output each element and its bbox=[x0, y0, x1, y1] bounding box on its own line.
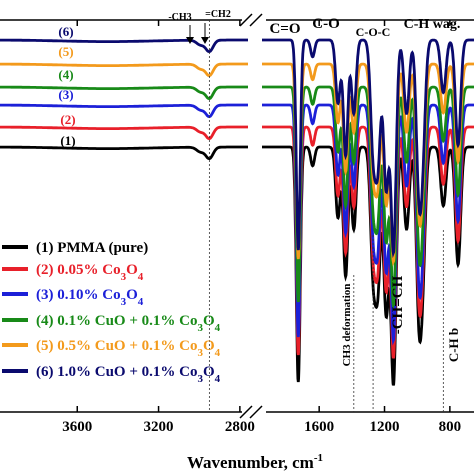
curve-tag-5: (5) bbox=[58, 44, 73, 59]
axis-break-mark bbox=[239, 405, 253, 419]
series-3-left-line bbox=[0, 103, 248, 119]
peak-annotations: -CH3 =CH2 C=O C-O C-O-C C-H wag. CH3 deformati… bbox=[168, 9, 461, 412]
annotation-ch-ch: -CH=CH bbox=[390, 275, 406, 334]
curve-tags: (1) (2) (3) (4) (5) (6) bbox=[58, 24, 75, 148]
axis-break-mark bbox=[249, 13, 263, 27]
arrowhead-ch3 bbox=[186, 37, 194, 44]
legend-label-4: (4) 0.1% CuO + 0.1% Co3O4 bbox=[36, 313, 221, 334]
x-tick-label: 1600 bbox=[304, 419, 334, 435]
spectra-curves bbox=[0, 38, 474, 386]
annotation-c-o-double: C=O bbox=[269, 21, 300, 37]
x-tick-label: 800 bbox=[439, 419, 462, 435]
annotation-c-o-c: C-O-C bbox=[356, 25, 391, 39]
series-6-right-line bbox=[262, 38, 474, 259]
curve-tag-4: (4) bbox=[58, 67, 73, 82]
annotation-ch3-deformation: CH3 deformation bbox=[341, 284, 353, 367]
x-tick-label: 3600 bbox=[62, 419, 92, 435]
legend-label-6: (6) 1.0% CuO + 0.1% Co3O4 bbox=[36, 364, 221, 385]
legend-label-5: (5) 0.5% CuO + 0.1% Co3O4 bbox=[36, 338, 221, 359]
legend-label-2: (2) 0.05% Co3O4 bbox=[36, 262, 144, 283]
annotation-c-o-single: C-O bbox=[312, 16, 340, 32]
axis-break-mark bbox=[249, 405, 263, 419]
x-tick-label: 3200 bbox=[144, 419, 174, 435]
annotation-ch-wag: C-H wag. bbox=[404, 17, 461, 32]
series-6-left-line bbox=[0, 38, 248, 54]
annotation-ch-bend: C-H b bbox=[446, 328, 461, 362]
axes: 3600 3200 2800 1600 1200 800 bbox=[0, 13, 474, 435]
curve-tag-2: (2) bbox=[60, 112, 75, 127]
legend: (1) PMMA (pure) (2) 0.05% Co3O4 (3) 0.10% … bbox=[2, 240, 221, 385]
series-1-left-line bbox=[0, 145, 248, 161]
x-tick-label: 2800 bbox=[225, 419, 255, 435]
annotation-ch2: =CH2 bbox=[205, 9, 231, 20]
axis-break-mark bbox=[239, 13, 253, 27]
legend-label-1: (1) PMMA (pure) bbox=[36, 240, 148, 256]
arrowhead-ch2 bbox=[201, 37, 209, 44]
series-4-left-line bbox=[0, 85, 248, 101]
series-5-left-line bbox=[0, 62, 248, 78]
annotation-ch3: -CH3 bbox=[168, 12, 191, 23]
curve-tag-3: (3) bbox=[58, 87, 73, 102]
legend-label-3: (3) 0.10% Co3O4 bbox=[36, 287, 144, 308]
x-tick-label: 1200 bbox=[370, 419, 400, 435]
x-axis-label: Wavenumber, cm-1 bbox=[187, 452, 323, 472]
series-2-left-line bbox=[0, 125, 248, 141]
curve-tag-1: (1) bbox=[60, 133, 75, 148]
curve-tag-6: (6) bbox=[58, 24, 73, 39]
